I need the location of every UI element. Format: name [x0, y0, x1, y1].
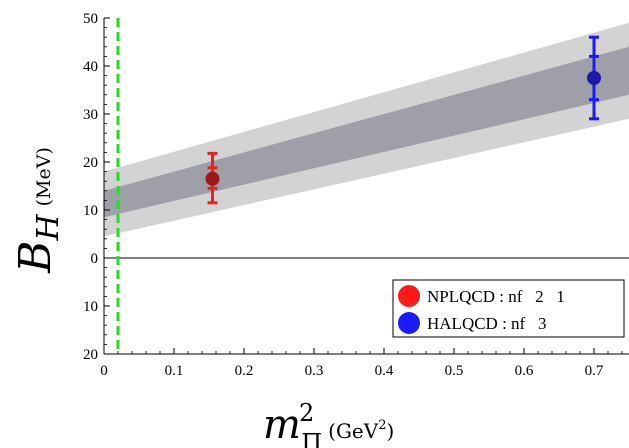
axes: 20 10 0 10 20 30 40 50 0 0.1 0.2 0.3 0.4 0.5 0.6 0.7 [83, 11, 629, 379]
x-tick-label: 0 [100, 363, 108, 379]
y-label-main: B [10, 241, 61, 274]
x-tick-label: 0.6 [515, 363, 534, 379]
svg-text:m2Π(GeV2): m2 Π (GeV2) [263, 399, 394, 448]
y-tick-label: 40 [83, 59, 98, 75]
x-label-main: m [263, 402, 301, 448]
legend-label-nplqcd: NPLQCD : nf 2 1 [427, 287, 565, 306]
x-tick-label: 0.3 [305, 363, 324, 379]
x-label-sub: Π [301, 429, 322, 448]
y-tick-label: 50 [83, 11, 98, 27]
data-point-halqcd [587, 71, 601, 85]
x-label-sup: 2 [299, 399, 314, 427]
x-label-unit-open: (GeV [328, 419, 379, 443]
x-tick-label: 0.7 [585, 363, 604, 379]
y-tick-label: 0 [91, 251, 99, 267]
plot-layer [104, 18, 629, 354]
plot-area [104, 18, 629, 354]
legend: NPLQCD : nf 2 1 HALQCD : nf 3 [392, 279, 625, 338]
x-axis-label: m2 Π (GeV2) [263, 399, 394, 448]
x-label-unit-close: ) [387, 419, 395, 443]
legend-marker-halqcd [398, 312, 420, 334]
y-tick-label: 20 [83, 347, 98, 363]
legend-label-halqcd: HALQCD : nf 3 [427, 314, 546, 333]
x-tick-label: 0.2 [235, 363, 254, 379]
legend-marker-nplqcd [398, 285, 420, 307]
y-axis-label: BH (MeV) [10, 147, 66, 274]
y-tick-label: 20 [83, 155, 98, 171]
data-point-nplqcd [205, 171, 220, 186]
x-tick-label: 0.4 [375, 363, 394, 379]
y-label-sub: H [31, 214, 66, 242]
svg-text:BH(MeV): BH (MeV) [10, 147, 66, 274]
x-tick-label: 0.5 [445, 363, 464, 379]
y-tick-label: 10 [83, 299, 98, 315]
x-tick-label: 0.1 [165, 363, 184, 379]
y-tick-label: 10 [83, 203, 98, 219]
y-label-unit: (MeV) [33, 147, 55, 206]
fit-band-inner [104, 46, 629, 218]
y-tick-label: 30 [83, 107, 98, 123]
x-label-unit-sup: 2 [378, 418, 386, 433]
legend-box [392, 279, 625, 338]
